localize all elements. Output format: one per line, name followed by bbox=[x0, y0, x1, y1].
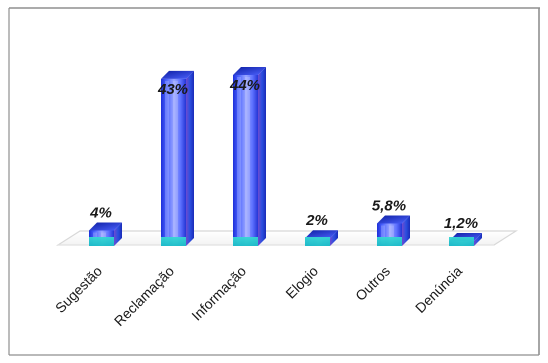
bar-sugest-o bbox=[89, 222, 122, 246]
bar-highlight-left bbox=[237, 77, 241, 244]
bar-informa-o bbox=[233, 67, 266, 246]
bar-top-face bbox=[305, 230, 338, 239]
bar-side-face bbox=[330, 230, 338, 246]
bar-highlight-center bbox=[245, 77, 250, 244]
bar-den-ncia bbox=[449, 233, 482, 246]
bar-reclama-o bbox=[161, 70, 194, 247]
bar-top-face bbox=[377, 215, 410, 224]
bar-side-face bbox=[474, 233, 482, 246]
bar-bottom-accent bbox=[305, 237, 330, 246]
bar-bottom-accent bbox=[449, 237, 474, 246]
value-label: 4% bbox=[89, 204, 112, 221]
bar-elogio bbox=[305, 230, 338, 246]
bar-bottom-accent bbox=[161, 237, 186, 246]
bar-front-face bbox=[161, 78, 186, 247]
value-label: 2% bbox=[305, 212, 328, 229]
bar-top-face bbox=[233, 67, 266, 75]
value-label: 43% bbox=[157, 81, 188, 98]
category-labels-group: Sugestão Reclamação Informação Elogio Outros… bbox=[52, 263, 465, 329]
value-labels-group: 4% 43% 44% 2% 5,8% 1,2% bbox=[89, 77, 478, 232]
bar-highlight-left bbox=[381, 225, 385, 244]
bar-side-face bbox=[258, 67, 266, 246]
bar-bottom-accent bbox=[377, 237, 402, 246]
value-label: 44% bbox=[229, 77, 260, 94]
value-label: 1,2% bbox=[444, 215, 478, 232]
bar-side-face bbox=[114, 222, 122, 246]
bars-group bbox=[89, 67, 482, 247]
category-label: Sugestão bbox=[52, 263, 105, 316]
category-label: Reclamação bbox=[111, 263, 177, 329]
floor-top bbox=[55, 230, 519, 246]
bar-outros bbox=[377, 215, 410, 246]
bar-bottom-accent bbox=[233, 237, 258, 246]
bar-highlight-left bbox=[165, 80, 169, 245]
category-label: Informação bbox=[188, 263, 249, 324]
bar-side-face bbox=[186, 70, 194, 247]
bar-side-face bbox=[402, 215, 410, 246]
bar-top-face bbox=[161, 70, 194, 79]
bar-top-face bbox=[89, 222, 122, 231]
chart-floor bbox=[55, 230, 519, 246]
category-label: Elogio bbox=[282, 263, 321, 302]
bar-highlight-center bbox=[173, 80, 178, 245]
bar-highlight-center bbox=[389, 225, 394, 244]
category-label: Outros bbox=[352, 263, 393, 304]
bar-front-face bbox=[233, 75, 258, 246]
category-label: Denúncia bbox=[412, 263, 465, 316]
bar-bottom-accent bbox=[89, 237, 114, 246]
value-label: 5,8% bbox=[372, 197, 406, 214]
plot-frame-lines bbox=[8, 7, 540, 356]
